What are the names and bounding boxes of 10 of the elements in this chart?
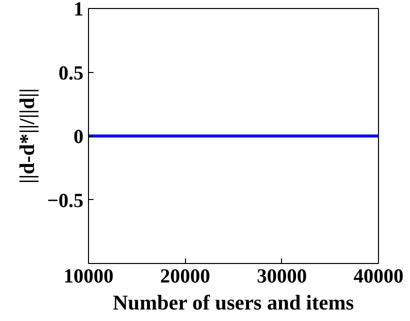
y-tick-label: 0.5 [58, 62, 84, 84]
y-tick-label: −0.5 [47, 190, 84, 212]
x-tick-label: 30000 [256, 266, 307, 288]
x-tick-label: 20000 [160, 266, 210, 288]
y-axis-title: ||d-d*||/||d|| [15, 88, 40, 184]
y-tick-label: 1 [74, 0, 84, 20]
x-tick-label: 40000 [354, 266, 404, 288]
x-tick-label: 10000 [64, 266, 114, 288]
x-axis-title: Number of users and items [112, 290, 354, 314]
y-tick-label: 0 [74, 126, 84, 148]
